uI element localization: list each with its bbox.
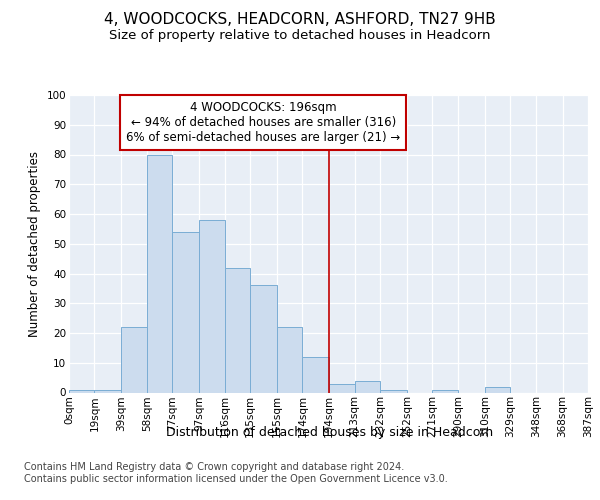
Text: Contains public sector information licensed under the Open Government Licence v3: Contains public sector information licen… (24, 474, 448, 484)
Bar (250, 286, 277, 393)
Bar (121, 327, 147, 392)
Bar (329, 384, 355, 392)
Text: 4, WOODCOCKS, HEADCORN, ASHFORD, TN27 9HB: 4, WOODCOCKS, HEADCORN, ASHFORD, TN27 9H… (104, 12, 496, 28)
Bar (172, 232, 199, 392)
Bar (94, 390, 121, 392)
Bar (224, 268, 250, 392)
Y-axis label: Number of detached properties: Number of detached properties (28, 151, 41, 337)
Bar (302, 357, 329, 392)
Bar (485, 386, 510, 392)
Bar (69, 390, 94, 392)
Bar (147, 154, 172, 392)
Bar (433, 390, 458, 392)
Text: 4 WOODCOCKS: 196sqm
← 94% of detached houses are smaller (316)
6% of semi-detach: 4 WOODCOCKS: 196sqm ← 94% of detached ho… (127, 101, 401, 144)
Text: Size of property relative to detached houses in Headcorn: Size of property relative to detached ho… (109, 29, 491, 42)
Text: Contains HM Land Registry data © Crown copyright and database right 2024.: Contains HM Land Registry data © Crown c… (24, 462, 404, 472)
Bar (355, 380, 380, 392)
Bar (380, 390, 407, 392)
Bar (199, 220, 224, 392)
Bar (277, 327, 302, 392)
Text: Distribution of detached houses by size in Headcorn: Distribution of detached houses by size … (166, 426, 494, 439)
